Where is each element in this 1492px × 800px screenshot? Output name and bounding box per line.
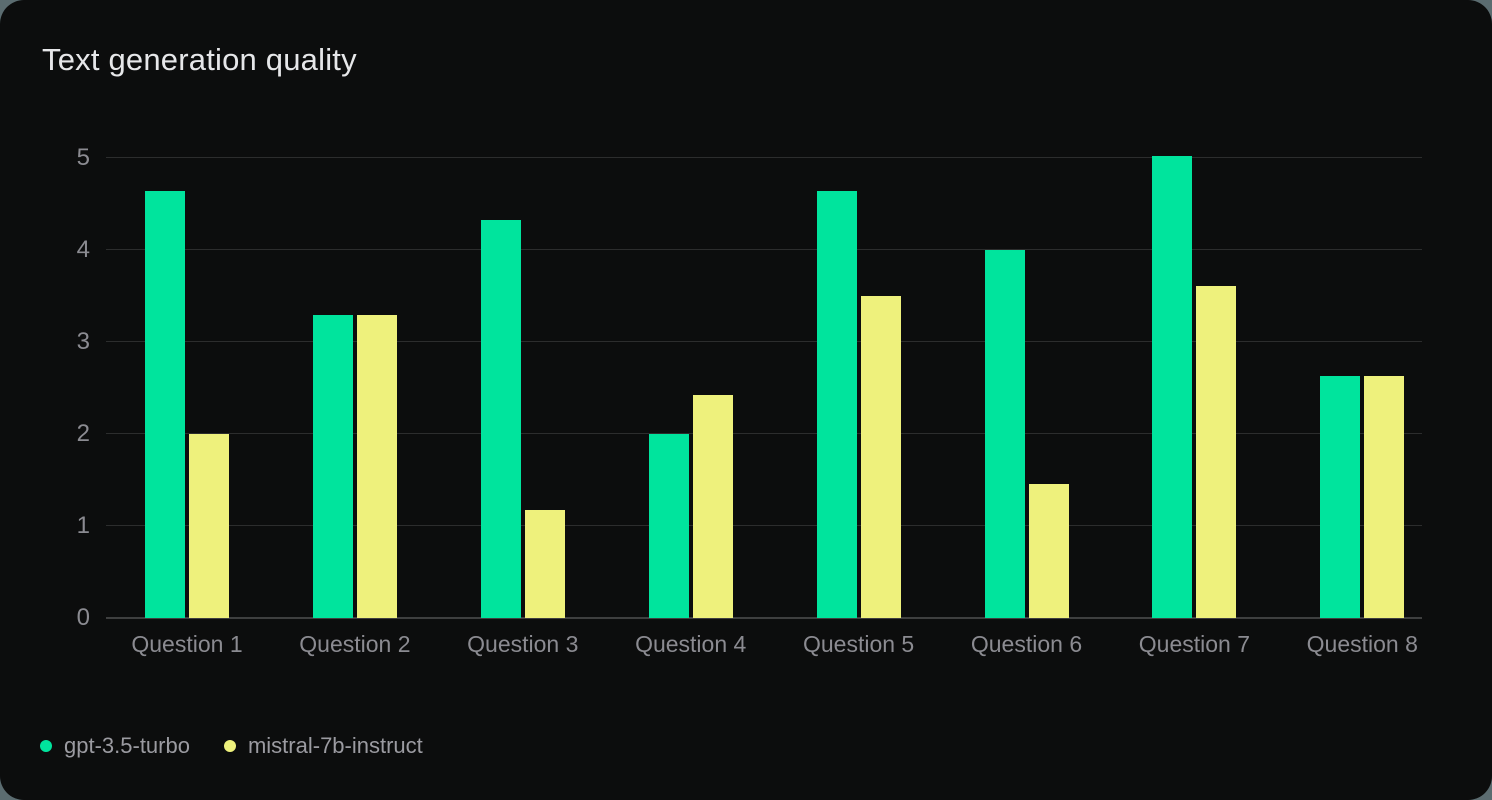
legend-dot-icon [40, 740, 52, 752]
legend-dot-icon [223, 740, 236, 752]
bar-gpt-3.5-turbo-question-8 [1320, 376, 1361, 618]
bar-mistral-7b-instruct-question-4 [692, 395, 733, 618]
bar-mistral-7b-instruct-question-6 [1028, 483, 1069, 618]
bar-mistral-7b-instruct-question-2 [356, 315, 397, 618]
gridline-2 [106, 433, 1422, 434]
y-axis-tick-2: 2 [76, 420, 90, 447]
x-axis-label-question-3: Question 3 [467, 631, 579, 657]
x-axis-label-question-7: Question 7 [1138, 631, 1251, 657]
legend-label: mistral-7b-instruct [247, 733, 423, 758]
bar-mistral-7b-instruct-question-3 [524, 510, 565, 618]
bar-gpt-3.5-turbo-question-2 [312, 315, 353, 618]
x-axis-label-question-1: Question 1 [131, 631, 243, 657]
bar-gpt-3.5-turbo-question-6 [984, 250, 1025, 618]
y-axis-tick-1: 1 [76, 512, 90, 539]
y-axis-tick-3: 3 [76, 328, 90, 355]
gridline-3 [106, 341, 1422, 342]
bar-mistral-7b-instruct-question-5 [860, 296, 901, 618]
gridline-1 [106, 525, 1422, 526]
y-axis-tick-0: 0 [76, 604, 90, 631]
chart-title: Text generation quality [42, 42, 357, 77]
legend-item-gpt-3.5-turbo[interactable]: gpt-3.5-turbo [40, 733, 190, 759]
bar-gpt-3.5-turbo-question-4 [648, 434, 689, 618]
legend-label: gpt-3.5-turbo [64, 733, 190, 758]
bar-gpt-3.5-turbo-question-7 [1152, 156, 1193, 618]
y-axis-tick-4: 4 [76, 236, 90, 263]
bar-gpt-3.5-turbo-question-3 [480, 219, 521, 618]
y-axis-tick-5: 5 [76, 144, 90, 171]
x-axis-label-question-5: Question 5 [802, 631, 915, 657]
gridline-0 [106, 617, 1422, 619]
bar-mistral-7b-instruct-question-7 [1196, 285, 1237, 618]
legend-item-mistral-7b-instruct[interactable]: mistral-7b-instruct [223, 733, 423, 759]
x-axis-label-question-4: Question 4 [635, 631, 747, 657]
bar-gpt-3.5-turbo-question-1 [145, 191, 185, 618]
bar-gpt-3.5-turbo-question-5 [816, 191, 857, 618]
x-axis-label-question-6: Question 6 [970, 631, 1083, 657]
gridline-5 [106, 157, 1422, 158]
bar-mistral-7b-instruct-question-1 [189, 434, 229, 618]
bar-mistral-7b-instruct-question-8 [1364, 376, 1405, 618]
x-axis-label-question-2: Question 2 [299, 631, 411, 657]
x-axis-label-question-8: Question 8 [1306, 631, 1418, 657]
chart-legend: gpt-3.5-turbo mistral-7b-instruct [40, 733, 423, 759]
bar-chart-plot: 0 1 2 3 4 5 Question 1 Question 2 Question 3 Ques… [77, 146, 1422, 657]
gridline-4 [106, 249, 1422, 250]
